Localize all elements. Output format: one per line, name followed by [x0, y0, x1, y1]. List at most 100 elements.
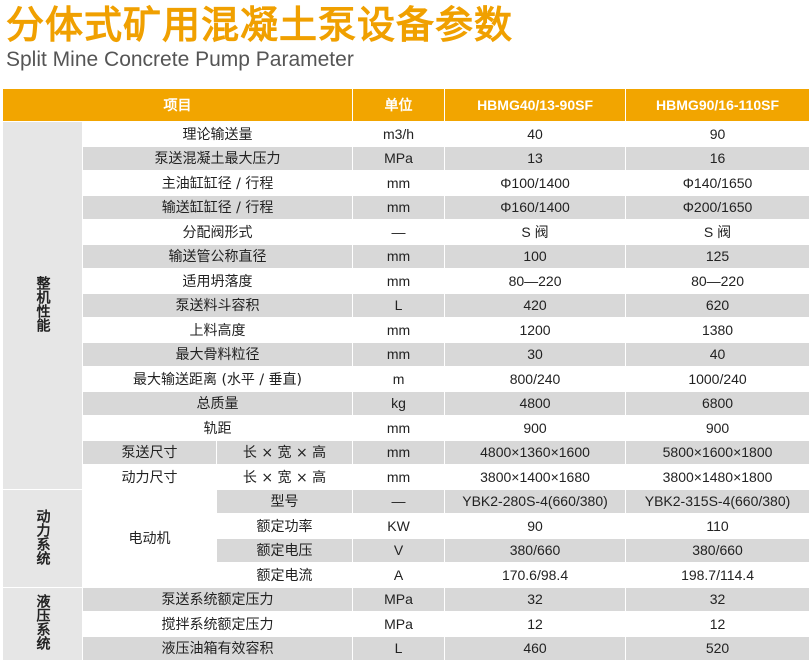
- row-value-a: 40: [444, 121, 627, 147]
- row-unit: —: [352, 219, 446, 245]
- table-row: 适用坍落度 mm 80—220 80—220: [3, 268, 811, 294]
- header-item: 项目: [1, 88, 354, 122]
- group-label-power: 动力系统: [2, 488, 83, 588]
- table-row: 液压系统 泵送系统额定压力 MPa 32 32: [2, 586, 811, 661]
- row-unit: MPa: [352, 611, 446, 637]
- table-row: 轨距 mm 900 900: [3, 415, 811, 441]
- row-label: 泵送系统额定压力: [81, 586, 354, 612]
- table-row: 输送缸缸径 / 行程 mm Φ160/1400 Φ200/1650: [3, 194, 811, 220]
- row-label: 型号: [215, 488, 354, 514]
- row-label: 总质量: [81, 390, 354, 416]
- row-value-b: 1380: [625, 317, 811, 343]
- page-subtitle: Split Mine Concrete Pump Parameter: [6, 48, 354, 71]
- row-value-a: 800/240: [444, 366, 627, 392]
- table-row: 整机性能 理论输送量 m3/h 40 90: [2, 121, 811, 490]
- row-value-a: 32: [444, 586, 627, 612]
- table-row: 动力系统 电动机 型号 — YBK2-280S-4(660/380) YBK2-315S-…: [2, 488, 811, 588]
- row-label: 轨距: [81, 415, 354, 441]
- table-row: 主油缸缸径 / 行程 mm Φ100/1400 Φ140/1650: [3, 170, 811, 196]
- row-unit: —: [352, 488, 446, 514]
- row-value-b: 90: [625, 121, 811, 147]
- row-label: 额定电流: [215, 562, 354, 588]
- row-value-a: 460: [444, 635, 627, 661]
- row-label: 理论输送量: [81, 121, 354, 147]
- row-unit: V: [352, 537, 446, 563]
- row-label: 上料高度: [81, 317, 354, 343]
- row-value-b: 32: [625, 586, 811, 612]
- row-value-b: 80—220: [625, 268, 811, 294]
- row-label: 额定功率: [215, 513, 354, 539]
- row-unit: L: [352, 635, 446, 661]
- row-sublabel: 长 × 宽 × 高: [215, 464, 354, 490]
- row-value-a: Φ100/1400: [444, 170, 627, 196]
- row-unit: m3/h: [352, 121, 446, 147]
- row-value-b: 380/660: [625, 537, 811, 563]
- group-label-text: 液压系统: [34, 594, 51, 651]
- table-header-row: 项目 单位 HBMG40/13-90SF HBMG90/16-110SF: [1, 88, 811, 122]
- row-unit: mm: [352, 268, 446, 294]
- group-label-overall: 整机性能: [2, 121, 83, 490]
- row-value-a: 80—220: [444, 268, 627, 294]
- table-row: 搅拌系统额定压力 MPa 12 12: [3, 611, 811, 637]
- row-label: 分配阀形式: [81, 219, 354, 245]
- row-unit: mm: [352, 341, 446, 367]
- group-label-text: 整机性能: [34, 275, 51, 332]
- row-value-b: 5800×1600×1800: [625, 439, 811, 465]
- row-label: 泵送尺寸: [82, 439, 217, 465]
- table-row: 泵送混凝土最大压力 MPa 13 16: [3, 145, 811, 171]
- row-value-a: 90: [444, 513, 627, 539]
- spec-table: 项目 单位 HBMG40/13-90SF HBMG90/16-110SF 整机性…: [1, 88, 811, 661]
- row-label: 适用坍落度: [81, 268, 354, 294]
- row-label: 最大输送距离 (水平 / 垂直): [81, 366, 354, 392]
- motor-label: 电动机: [82, 488, 217, 588]
- page-title: 分体式矿用混凝土泵设备参数: [6, 3, 514, 47]
- table-row: 输送管公称直径 mm 100 125: [3, 243, 811, 269]
- row-value-a: 13: [444, 145, 627, 171]
- row-value-a: 30: [444, 341, 627, 367]
- row-value-a: 170.6/98.4: [444, 562, 627, 588]
- row-value-b: 40: [625, 341, 811, 367]
- row-unit: mm: [352, 317, 446, 343]
- row-value-a: 420: [444, 292, 627, 318]
- row-label: 最大骨料粒径: [81, 341, 354, 367]
- row-unit: mm: [352, 170, 446, 196]
- header-model-b: HBMG90/16-110SF: [625, 88, 811, 122]
- row-unit: MPa: [352, 586, 446, 612]
- table-row: 额定功率 KW 90 110: [3, 513, 811, 539]
- row-value-a: 900: [444, 415, 627, 441]
- table-row: 液压油箱有效容积 L 460 520: [3, 635, 811, 661]
- table-row: 额定电压 V 380/660 380/660: [3, 537, 811, 563]
- row-unit: mm: [352, 439, 446, 465]
- row-value-b: Φ140/1650: [625, 170, 811, 196]
- row-value-b: 3800×1480×1800: [625, 464, 811, 490]
- row-value-a: 12: [444, 611, 627, 637]
- row-value-b: 125: [625, 243, 811, 269]
- row-value-b: 6800: [625, 390, 811, 416]
- header-model-a: HBMG40/13-90SF: [444, 88, 627, 122]
- row-value-b: 16: [625, 145, 811, 171]
- table-row: 泵送尺寸长 × 宽 × 高 mm 4800×1360×1600 5800×1600×1…: [3, 439, 811, 465]
- row-label: 额定电压: [215, 537, 354, 563]
- row-sublabel: 长 × 宽 × 高: [215, 439, 354, 465]
- row-label: 泵送混凝土最大压力: [81, 145, 354, 171]
- row-unit: A: [352, 562, 446, 588]
- row-value-a: 380/660: [444, 537, 627, 563]
- row-value-b: 110: [625, 513, 811, 539]
- table-row: 上料高度 mm 1200 1380: [3, 317, 811, 343]
- row-value-a: 1200: [444, 317, 627, 343]
- row-label: 输送管公称直径: [81, 243, 354, 269]
- table-row: 最大骨料粒径 mm 30 40: [3, 341, 811, 367]
- row-label: 泵送料斗容积: [81, 292, 354, 318]
- row-label: 主油缸缸径 / 行程: [81, 170, 354, 196]
- row-value-b: 520: [625, 635, 811, 661]
- row-value-b: 198.7/114.4: [625, 562, 811, 588]
- row-value-a: YBK2-280S-4(660/380): [444, 488, 627, 514]
- row-value-b: S 阀: [625, 219, 811, 245]
- row-value-b: 12: [625, 611, 811, 637]
- row-value-b: 620: [625, 292, 811, 318]
- row-unit: mm: [352, 194, 446, 220]
- table-row: 最大输送距离 (水平 / 垂直) m 800/240 1000/240: [3, 366, 811, 392]
- table-row: 动力尺寸长 × 宽 × 高 mm 3800×1400×1680 3800×1480×1…: [3, 464, 811, 490]
- row-value-a: 3800×1400×1680: [444, 464, 627, 490]
